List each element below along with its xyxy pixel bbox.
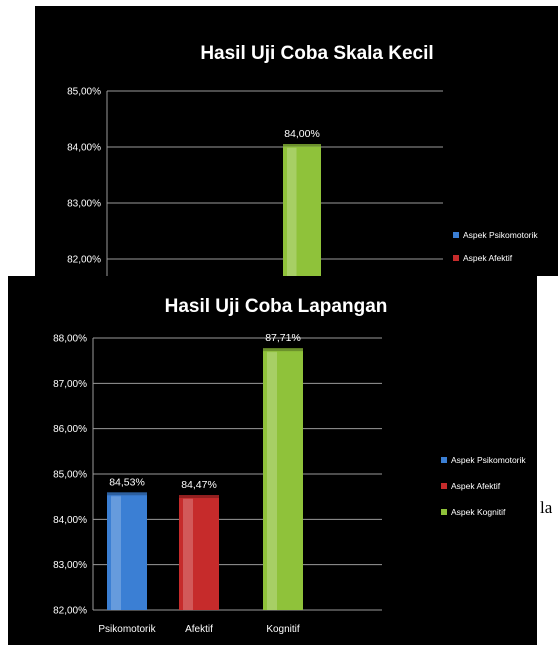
y-tick-label: 85,00% <box>53 470 87 481</box>
legend-swatch <box>441 509 447 515</box>
data-label: 84,00% <box>284 128 320 140</box>
chart-panel-skala-kecil: Hasil Uji Coba Skala Kecil80,00%81,00%82… <box>35 6 558 276</box>
legend-entry: Aspek Kognitif <box>441 507 506 517</box>
legend-entry: Aspek Afektif <box>453 253 513 263</box>
x-tick-label: Psikomotorik <box>98 624 156 635</box>
x-tick-label: Kognitif <box>266 624 300 635</box>
bar <box>179 495 219 610</box>
data-label: 87,71% <box>265 332 301 344</box>
legend-label: Aspek Psikomotorik <box>451 455 526 465</box>
legend-entry: Aspek Psikomotorik <box>441 455 526 465</box>
y-tick-label: 84,00% <box>53 515 87 526</box>
bar-cap <box>263 348 303 353</box>
bar-cap <box>107 492 147 497</box>
legend-swatch <box>453 255 459 261</box>
y-tick-label: 88,00% <box>53 334 87 345</box>
legend-label: Aspek Psikomotorik <box>463 230 538 240</box>
chart-lapangan: Hasil Uji Coba Lapangan 82,00% 83,00% 84,00… <box>53 296 526 635</box>
chart-title: Hasil Uji Coba Skala Kecil <box>200 43 433 64</box>
bar-fill <box>179 498 219 610</box>
bar-highlight <box>267 351 277 610</box>
y-tick-label: 84,00% <box>67 143 101 154</box>
y-tick-label: 87,00% <box>53 379 87 390</box>
bar <box>283 144 321 276</box>
bar-highlight <box>111 495 121 610</box>
bar <box>107 492 147 610</box>
legend-entry: Aspek Psikomotorik <box>453 230 538 240</box>
legend-label: Aspek Kognitif <box>451 507 506 517</box>
y-tick-label: 83,00% <box>67 199 101 210</box>
bar-highlight <box>287 147 297 276</box>
y-tick-label: 83,00% <box>53 560 87 571</box>
bar-highlight <box>183 498 193 610</box>
stray-page-text: la <box>540 498 553 517</box>
bar-fill <box>283 147 321 276</box>
y-tick-label: 82,00% <box>53 606 87 617</box>
y-tick-label: 86,00% <box>53 424 87 435</box>
chart-skala-kecil: Hasil Uji Coba Skala Kecil80,00%81,00%82… <box>67 43 538 276</box>
bar-cap <box>179 495 219 500</box>
bar-cap <box>283 144 321 148</box>
bar-fill <box>263 351 303 610</box>
legend-entry: Aspek Afektif <box>441 481 501 491</box>
data-label: 84,47% <box>181 479 217 491</box>
y-tick-label: 82,00% <box>67 255 101 266</box>
data-label: 84,53% <box>109 476 145 488</box>
legend-label: Aspek Afektif <box>451 481 501 491</box>
legend-swatch <box>441 457 447 463</box>
legend-label: Aspek Afektif <box>463 253 513 263</box>
legend-swatch <box>453 232 459 238</box>
y-tick-label: 85,00% <box>67 87 101 98</box>
bar-fill <box>107 495 147 610</box>
legend-swatch <box>441 483 447 489</box>
chart-panel-lapangan: Hasil Uji Coba Lapangan 82,00% 83,00% 84,00… <box>8 276 537 645</box>
x-tick-label: Afektif <box>185 624 213 635</box>
chart-title: Hasil Uji Coba Lapangan <box>165 296 388 317</box>
bar <box>263 348 303 610</box>
page-background-fragment: la <box>537 466 558 645</box>
